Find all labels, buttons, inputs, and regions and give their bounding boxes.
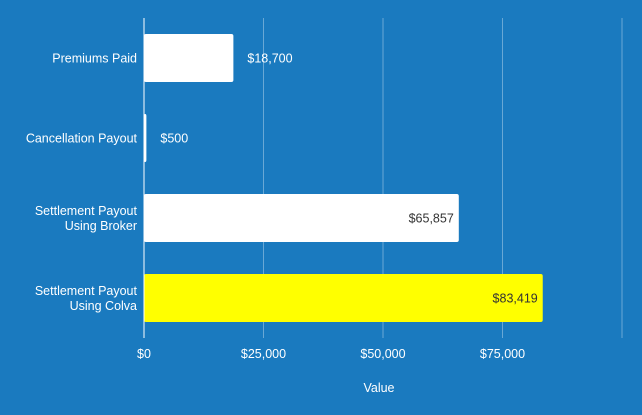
category-label: Premiums Paid — [52, 52, 137, 66]
bar — [144, 34, 234, 82]
data-label: $500 — [160, 132, 188, 146]
bar — [144, 274, 543, 322]
x-tick-label: $25,000 — [241, 347, 286, 361]
data-label: $83,419 — [493, 292, 538, 306]
x-axis-title: Value — [363, 381, 394, 395]
bar — [144, 194, 459, 242]
category-label: Settlement Payout Using Broker — [35, 204, 138, 233]
category-labels: Premiums Paid Cancellation Payout Settleme… — [26, 52, 138, 314]
data-label: $65,857 — [409, 212, 454, 226]
category-label: Settlement Payout Using Colva — [35, 284, 138, 313]
x-tick-label: $0 — [137, 347, 151, 361]
category-label: Cancellation Payout — [26, 132, 138, 146]
x-tick-label: $75,000 — [480, 347, 525, 361]
data-label: $18,700 — [247, 52, 292, 66]
x-tick-labels: $0 $25,000 $50,000 $75,000 — [137, 347, 525, 361]
x-tick-label: $50,000 — [360, 347, 405, 361]
bar — [144, 114, 147, 162]
bars: $18,700 $500 $65,857 $83,419 — [144, 34, 543, 322]
